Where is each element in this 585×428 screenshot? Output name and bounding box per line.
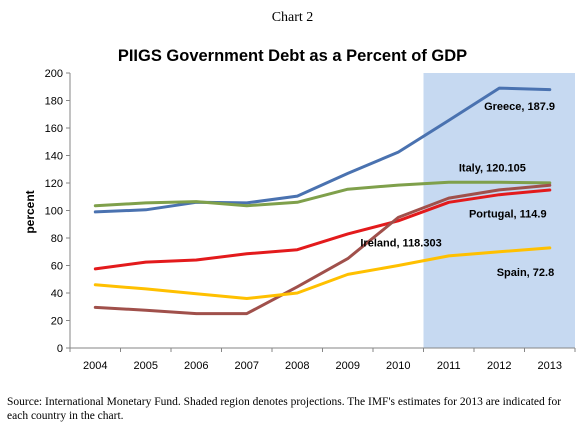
y-tick-label: 20 <box>51 316 63 328</box>
chart-axes: 0 20 40 60 80 100 120 140 160 180 200 2004 2005 2006 2… <box>45 68 576 372</box>
y-tick-label: 80 <box>51 233 63 245</box>
y-tick-label: 180 <box>45 96 63 108</box>
series-label-greece: Greece, 187.9 <box>484 101 555 113</box>
series-line-portugal <box>93 188 552 271</box>
y-tick-label: 120 <box>45 178 63 190</box>
series-label-spain: Spain, 72.8 <box>497 267 554 279</box>
series-line-spain <box>93 246 552 300</box>
x-tick-label: 2005 <box>134 360 158 372</box>
series-label-ireland: Ireland, 118.303 <box>360 237 441 249</box>
series-label-italy: Italy, 120.105 <box>459 162 526 174</box>
x-tick-label: 2010 <box>386 360 410 372</box>
x-tick-label: 2007 <box>235 360 259 372</box>
y-tick-label: 140 <box>45 151 63 163</box>
series-line-ireland <box>93 183 552 316</box>
series-line-greece <box>93 86 552 214</box>
y-axis-title: percent <box>23 190 37 233</box>
figure-caption: Chart 2 <box>271 10 314 25</box>
y-tick-label: 100 <box>45 206 63 218</box>
series-labels: Greece, 187.9 Italy, 120.105 Portugal, 114… <box>360 101 555 279</box>
x-tick-label: 2012 <box>487 360 511 372</box>
x-tick-label: 2008 <box>285 360 309 372</box>
chart-title: PIIGS Government Debt as a Percent of GD… <box>117 47 468 65</box>
source-note: Source: International Monetary Fund. Sha… <box>7 396 562 422</box>
x-tick-label: 2009 <box>336 360 360 372</box>
y-tick-label: 40 <box>51 288 63 300</box>
x-tick-label: 2013 <box>538 360 562 372</box>
x-tick-label: 2004 <box>83 360 107 372</box>
series-lines <box>93 86 552 316</box>
series-label-portugal: Portugal, 114.9 <box>469 208 547 220</box>
y-tick-label: 0 <box>57 343 63 355</box>
x-tick-label: 2011 <box>437 360 461 372</box>
series-line-italy <box>93 180 552 208</box>
x-tick-label: 2006 <box>184 360 208 372</box>
y-tick-label: 160 <box>45 123 63 135</box>
line-chart: 0 20 40 60 80 100 120 140 160 180 200 2004 2005 2006 2… <box>23 68 576 372</box>
y-tick-label: 200 <box>45 68 63 80</box>
y-tick-label: 60 <box>51 261 63 273</box>
